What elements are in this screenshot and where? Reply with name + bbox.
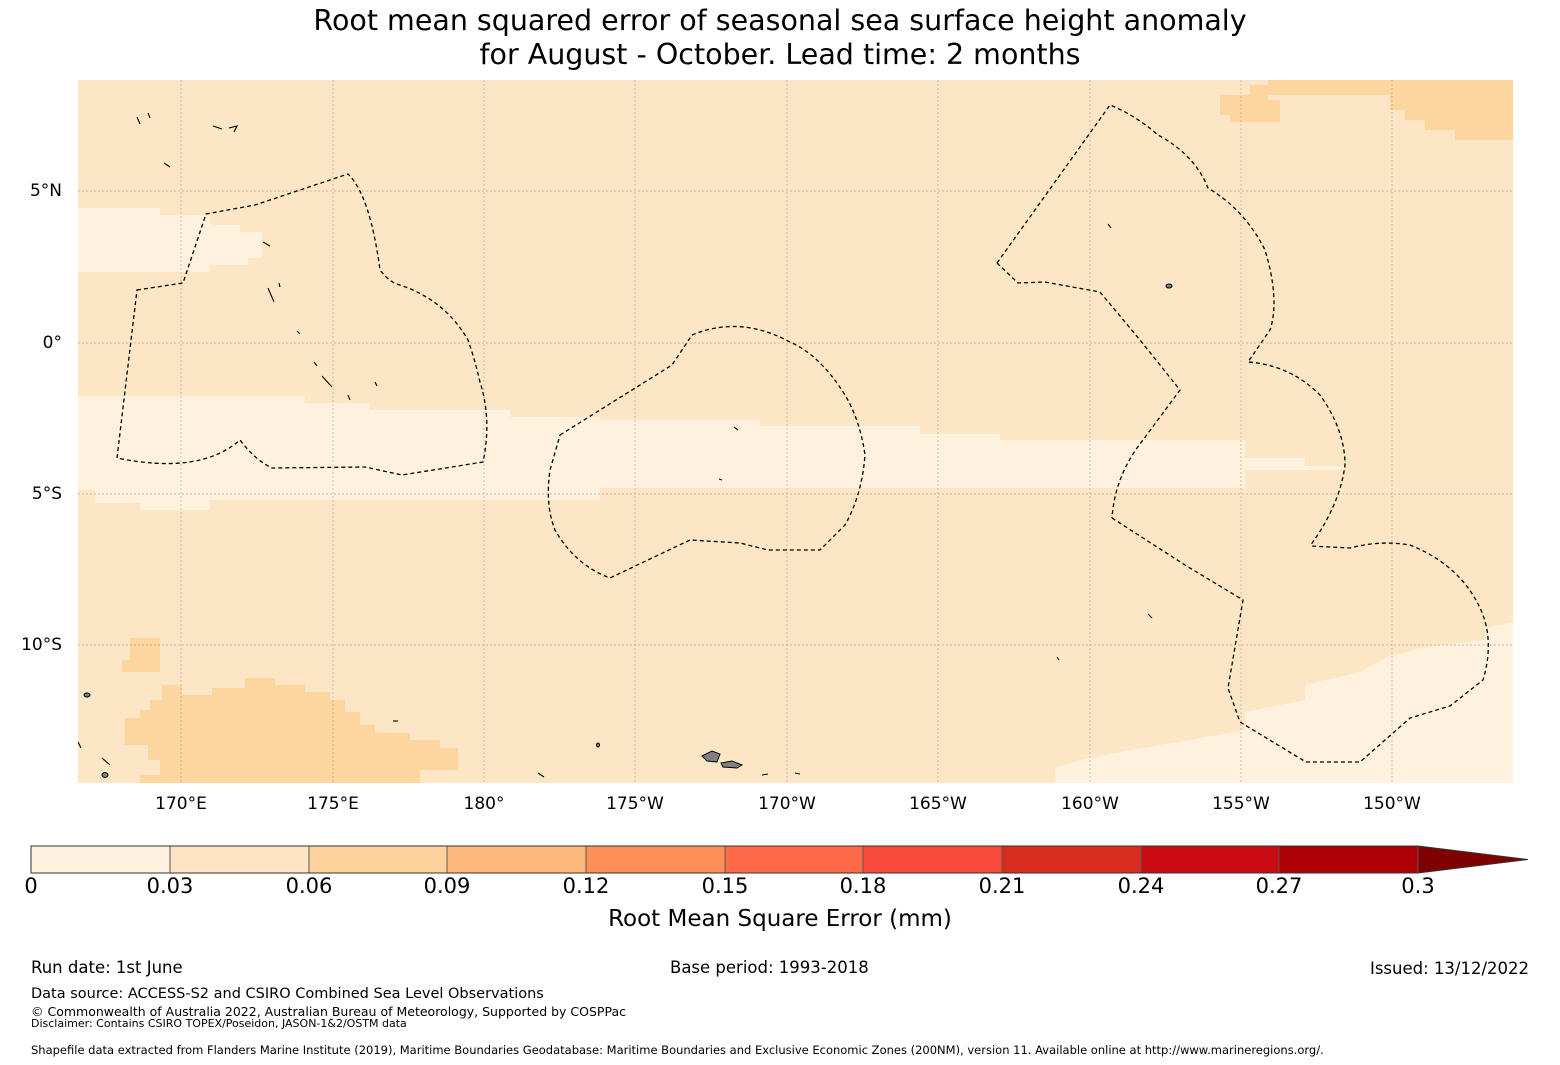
atolls — [78, 112, 1153, 778]
atoll — [101, 757, 111, 766]
colorbar-tick-3: 0.09 — [423, 874, 471, 898]
run-date: Run date: 1st June — [31, 958, 183, 977]
issued-date: Issued: 13/12/2022 — [1369, 959, 1529, 978]
lon-label-170e: 170°E — [155, 794, 207, 814]
colorbar-segment-0 — [31, 846, 170, 873]
colorbar-tick-6: 0.18 — [839, 874, 887, 898]
island — [1165, 283, 1173, 289]
base-period: Base period: 1993-2018 — [670, 958, 869, 977]
data-source: Data source: ACCESS-S2 and CSIRO Combine… — [31, 986, 544, 1002]
lon-label-170w: 170°W — [758, 794, 816, 814]
colorbar-segment-9 — [1279, 846, 1418, 873]
colorbar-segment-6 — [863, 846, 1002, 873]
atoll — [313, 361, 318, 367]
map-title: Root mean squared error of seasonal sea … — [0, 4, 1560, 72]
island — [101, 772, 109, 778]
lon-label-150w: 150°W — [1363, 794, 1421, 814]
atoll — [1147, 613, 1153, 619]
atoll — [262, 241, 271, 247]
eez-boundary-east-inner — [996, 262, 1181, 519]
graticule — [78, 80, 1513, 783]
atoll — [147, 112, 151, 119]
high-error-patch-southwest — [122, 638, 160, 672]
atoll — [78, 741, 82, 749]
lon-label-165w: 165°W — [909, 794, 967, 814]
lon-label-155w: 155°W — [1212, 794, 1270, 814]
lon-label-160w: 160°W — [1061, 794, 1119, 814]
lat-label-0: 0° — [42, 333, 62, 353]
title-line-1: Root mean squared error of seasonal sea … — [313, 4, 1247, 37]
island-samoa-2 — [720, 760, 744, 769]
lat-label-10s: 10°S — [21, 635, 62, 655]
copyright: © Commonwealth of Australia 2022, Austra… — [31, 1004, 626, 1019]
eez-boundaries — [116, 104, 1489, 763]
colorbar-tick-4: 0.12 — [562, 874, 610, 898]
colorbar-tick-9: 0.27 — [1255, 874, 1303, 898]
lat-label-5n: 5°N — [29, 181, 62, 201]
colorbar-tick-0: 0 — [24, 874, 38, 898]
atoll — [163, 162, 171, 168]
disclaimer: Disclaimer: Contains CSIRO TOPEX/Poseido… — [31, 1017, 407, 1030]
high-error-patch-south — [125, 678, 458, 783]
atoll — [212, 125, 223, 130]
colorbar-segment-4 — [586, 846, 725, 873]
colorbar-segment-1 — [170, 846, 309, 873]
atoll — [733, 426, 739, 431]
island-samoa-1 — [701, 750, 721, 763]
atoll — [296, 330, 301, 335]
colorbar-tick-8: 0.24 — [1117, 874, 1165, 898]
atoll — [537, 772, 545, 778]
atoll — [794, 772, 801, 775]
colorbar-tick-7: 0.21 — [978, 874, 1026, 898]
low-error-band-equatorial — [78, 396, 1345, 510]
colorbar-segment-5 — [725, 846, 863, 873]
colorbar-tick-2: 0.06 — [285, 874, 333, 898]
atoll — [1056, 656, 1060, 661]
colorbar-segment-2 — [309, 846, 447, 873]
atoll — [267, 287, 275, 303]
colorbar-extend-arrow — [1418, 846, 1528, 873]
colorbar-label: Root Mean Square Error (mm) — [608, 906, 952, 932]
colorbar-segment-7 — [1002, 846, 1141, 873]
atoll — [136, 116, 141, 125]
shapefile-credit: Shapefile data extracted from Flanders M… — [31, 1043, 1324, 1057]
atoll — [278, 282, 281, 288]
atoll — [347, 394, 351, 401]
island — [596, 742, 600, 748]
atoll — [718, 478, 723, 481]
island — [83, 692, 91, 698]
colorbar-segments — [31, 846, 1528, 873]
eez-boundary-central — [547, 325, 866, 579]
colorbar — [30, 845, 1529, 874]
lat-label-5s: 5°S — [31, 484, 62, 504]
atoll — [1107, 223, 1112, 229]
colorbar-segment-8 — [1141, 846, 1279, 873]
low-error-band-west — [78, 208, 262, 272]
atoll — [228, 125, 239, 133]
colorbar-tick-10: 0.3 — [1401, 874, 1435, 898]
atoll — [374, 381, 378, 387]
atoll — [321, 375, 333, 388]
colorbar-segment-3 — [447, 846, 586, 873]
low-error-region-southeast — [1055, 622, 1513, 783]
colorbar-dividers — [169, 846, 1419, 873]
colorbar-tick-5: 0.15 — [701, 874, 749, 898]
atoll — [761, 773, 769, 776]
eez-boundary-east-south — [1111, 517, 1489, 763]
colorbar-outline — [30, 845, 1529, 874]
map — [78, 80, 1513, 783]
islands — [83, 283, 1173, 778]
eez-boundary-east-north — [996, 104, 1346, 547]
lon-label-175e: 175°E — [307, 794, 359, 814]
lon-label-180: 180° — [463, 794, 505, 814]
colorbar-tick-1: 0.03 — [146, 874, 194, 898]
high-error-patch-northeast — [1220, 80, 1513, 140]
lon-label-175w: 175°W — [606, 794, 664, 814]
title-line-2: for August - October. Lead time: 2 month… — [479, 38, 1081, 71]
